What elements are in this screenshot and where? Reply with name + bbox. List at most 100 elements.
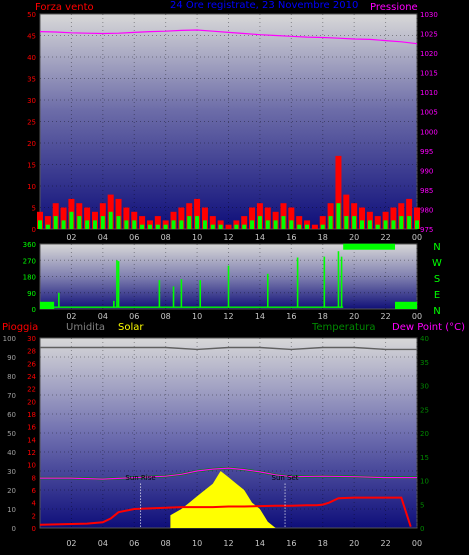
y-tick-label-humidity: 90 [7,354,16,362]
wind-label: Forza vento [35,2,94,13]
x-tick-label: 12 [223,233,233,242]
wind-average-bar [69,211,74,229]
y-tick-label-temperature: 15 [420,454,429,462]
wind-average-bar [320,224,325,229]
y-tick-label-pressure: 990 [420,167,433,175]
x-tick-label: 20 [349,233,359,242]
direction-start-block [40,301,55,309]
x-tick-label: 22 [380,312,390,321]
x-tick-label: 06 [129,539,139,548]
y-tick-label-rain: 14 [27,436,36,444]
wind-gust-bar [139,216,146,229]
x-tick-label: 22 [380,539,390,548]
wind-gust-bar [343,194,350,229]
y-tick-label-direction: 360 [23,241,36,249]
x-tick-label: 02 [66,312,76,321]
wind-gust-bar [154,216,161,229]
chart-title: 24 Ore registrate, 23 Novembre 2010 [170,0,358,11]
y-tick-label-wind: 45 [27,33,36,41]
x-tick-label: 06 [129,233,139,242]
wind-average-bar [108,211,113,229]
wind-average-bar [383,220,388,229]
y-tick-label-wind: 5 [32,205,36,213]
y-tick-label-pressure: 1005 [420,109,438,117]
compass-label: S [434,274,440,285]
wind-average-bar [171,220,176,229]
x-tick-label: 18 [318,312,328,321]
x-tick-label: 22 [380,233,390,242]
y-tick-label-humidity: 60 [7,411,16,419]
direction-band [343,243,396,250]
x-tick-label: 18 [318,539,328,548]
x-tick-label: 20 [349,312,359,321]
wind-average-bar [202,220,207,229]
solar-label: Solar [118,322,144,333]
wind-average-bar [147,224,152,229]
dewpoint-line [40,467,417,480]
y-tick-label-temperature: 35 [420,359,429,367]
wind-average-bar [305,224,310,229]
y-tick-label-temperature: 0 [420,525,424,533]
wind-average-bar [218,224,223,229]
y-tick-label-humidity: 10 [7,506,16,514]
pressure-label: Pressione [370,2,418,13]
wind-gust-bar [296,216,303,229]
wind-average-bar [100,216,105,229]
y-tick-label-wind: 0 [32,226,36,234]
y-tick-label-rain: 10 [27,462,36,470]
y-tick-label-pressure: 1000 [420,128,438,136]
wind-average-bar [344,216,349,229]
humidity-label: Umidita [66,322,105,333]
y-tick-label-pressure: 1020 [420,50,438,58]
y-tick-label-direction: 90 [27,290,36,298]
y-tick-label-wind: 10 [27,183,36,191]
wind-average-bar [352,216,357,229]
sun-event-label: Sun Rise [125,474,155,482]
y-tick-label-temperature: 40 [420,335,429,343]
y-tick-label-pressure: 1025 [420,31,438,39]
solar-area [170,471,276,528]
y-tick-label-rain: 6 [32,487,37,495]
wind-average-bar [210,224,215,229]
wind-average-bar [45,224,50,229]
wind-average-bar [297,224,302,229]
y-tick-label-rain: 8 [32,474,36,482]
x-tick-label: 12 [223,539,233,548]
x-tick-label: 00 [412,233,422,242]
direction-end-block [395,301,417,309]
y-tick-label-temperature: 5 [420,501,424,509]
y-tick-label-rain: 26 [27,360,36,368]
y-tick-label-direction: 270 [23,257,36,265]
y-tick-label-rain: 2 [32,512,36,520]
wind-gust-bar [178,207,185,229]
y-tick-label-humidity: 0 [12,525,16,533]
wind-average-bar [336,203,341,229]
wind-average-bar [132,220,137,229]
wind-average-bar [407,216,412,229]
wind-average-bar [163,224,168,229]
y-tick-label-wind: 15 [27,162,36,170]
y-tick-label-rain: 12 [27,449,36,457]
y-tick-label-wind: 40 [27,54,36,62]
y-tick-label-humidity: 100 [3,335,16,343]
wind-average-bar [281,216,286,229]
y-tick-label-rain: 20 [27,398,36,406]
x-tick-label: 12 [223,312,233,321]
y-tick-label-rain: 24 [27,373,36,381]
y-tick-label-rain: 28 [27,348,36,356]
x-tick-label: 04 [98,312,108,321]
x-tick-label: 02 [66,233,76,242]
humidity-line [40,346,417,351]
wind-gust-bar [374,216,381,229]
wind-average-bar [155,224,160,229]
x-tick-label: 00 [412,312,422,321]
x-tick-label: 14 [255,233,265,242]
x-tick-label: 04 [98,233,108,242]
x-tick-label: 06 [129,312,139,321]
wind-average-bar [360,220,365,229]
y-tick-label-pressure: 975 [420,226,433,234]
x-tick-label: 16 [286,539,296,548]
wind-gust-bar [311,224,318,229]
wind-gust-bar [84,207,91,229]
wind-average-bar [61,220,66,229]
